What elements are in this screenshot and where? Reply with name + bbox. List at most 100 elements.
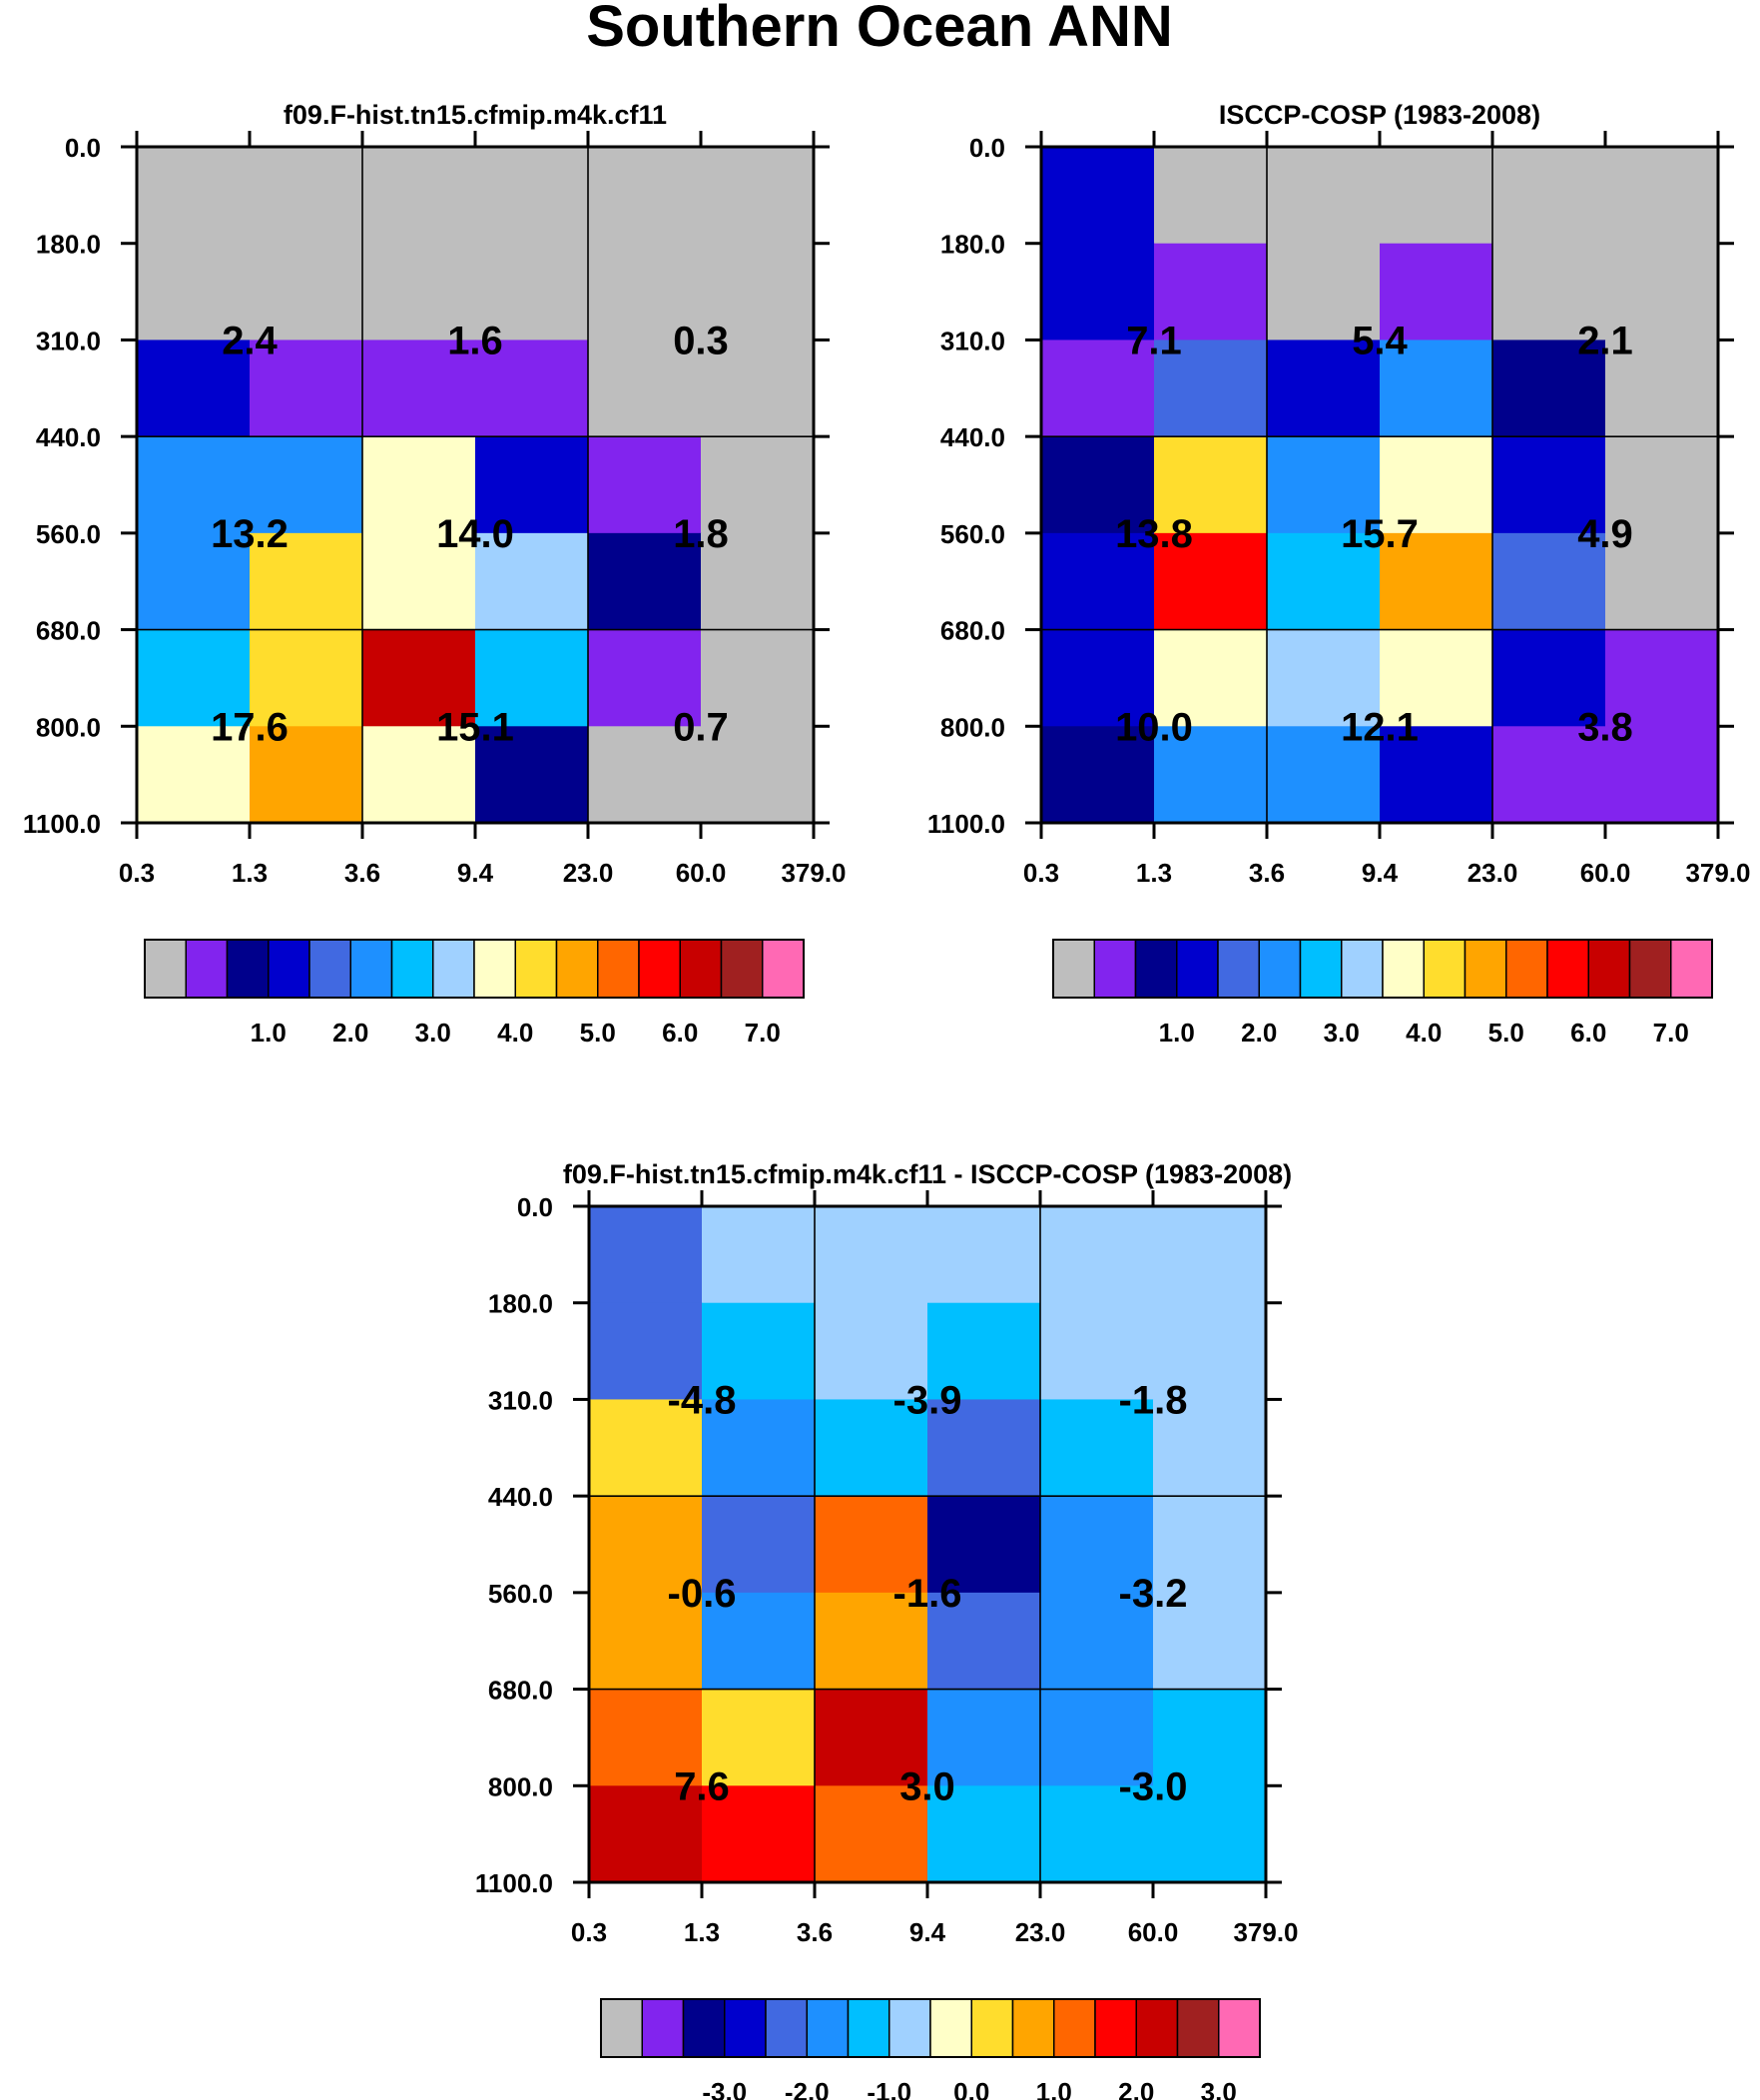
heatmap-cell (927, 1592, 1041, 1691)
heatmap-cell (250, 726, 363, 824)
heatmap-cell (1154, 243, 1268, 342)
heatmap-cell (588, 436, 702, 534)
heatmap-cell (588, 340, 702, 437)
panel-1: f09.F-hist.tn15.cfmip.m4k.cf11 0.0 180.0 31… (23, 100, 847, 1048)
heatmap-cell (1380, 147, 1493, 245)
heatmap-cell (1153, 1206, 1267, 1304)
heatmap-cell (702, 1689, 816, 1786)
heatmap-cell (588, 532, 702, 631)
heatmap-cell (362, 147, 476, 245)
heatmap-cell (589, 1302, 703, 1401)
heatmap-cell (475, 726, 589, 824)
group-total-label: 3.0 (899, 1764, 955, 1808)
y-tick-label: 180.0 (940, 230, 1005, 260)
heatmap-cell (815, 1689, 928, 1786)
colorbar-box (1135, 1998, 1179, 2058)
heatmap-cell (1605, 340, 1719, 437)
heatmap-cell (137, 629, 251, 727)
colorbar-box (1258, 939, 1302, 999)
group-total-label: -3.0 (1119, 1764, 1188, 1808)
group-total-label: -3.9 (893, 1378, 962, 1422)
heatmap-cell (927, 1399, 1041, 1497)
heatmap-cell (1605, 726, 1719, 824)
colorbar-box (1176, 1998, 1220, 2058)
colorbar-box (473, 939, 516, 999)
heatmap-cell (1605, 532, 1719, 631)
x-tick-label: 1.3 (232, 858, 268, 888)
heatmap-cell (250, 340, 363, 437)
x-tick-label: 0.3 (1023, 858, 1059, 888)
heatmap-cell (1040, 1206, 1154, 1304)
heatmap-cell (250, 243, 363, 342)
colorbar-box (929, 1998, 972, 2058)
x-tick-label: 60.0 (1128, 1917, 1179, 1947)
heatmap-cell (701, 436, 815, 534)
heatmap-cell (1605, 147, 1719, 245)
group-total-label: 1.8 (673, 512, 729, 556)
colorbar-box (1217, 939, 1260, 999)
y-tick-label: 440.0 (940, 422, 1005, 452)
y-tick-label: 180.0 (36, 230, 101, 260)
colorbar-box (432, 939, 475, 999)
panel-title: ISCCP-COSP (1983-2008) (1219, 100, 1540, 130)
heatmap-cell (702, 1785, 816, 1883)
colorbar-box (514, 939, 558, 999)
heatmap-cell (137, 436, 251, 534)
panel-title: f09.F-hist.tn15.cfmip.m4k.cf11 - ISCCP-C… (563, 1159, 1292, 1189)
heatmap-cell (1040, 1592, 1154, 1691)
heatmap-cell (1041, 629, 1155, 727)
heatmap-cell (702, 1592, 816, 1691)
group-total-label: 2.4 (222, 319, 278, 362)
y-tick-label: 180.0 (488, 1289, 553, 1319)
heatmap-cell (815, 1496, 928, 1594)
heatmap-cell (927, 1302, 1041, 1401)
heatmap-cell (362, 436, 476, 534)
heatmap-cell (1154, 532, 1268, 631)
heatmap-cell (815, 1206, 928, 1304)
colorbar-box (762, 939, 805, 999)
heatmap-cell (589, 1496, 703, 1594)
colorbar-box (720, 939, 764, 999)
colorbar-label: 3.0 (1201, 2077, 1237, 2100)
x-tick-label: 9.4 (1362, 858, 1399, 888)
group-total-label: 15.7 (1341, 512, 1419, 556)
heatmap-cell (137, 726, 251, 824)
colorbar-box (1176, 939, 1219, 999)
heatmap-cell (1492, 629, 1606, 727)
y-tick-label: 310.0 (488, 1385, 553, 1415)
heatmap-cell (1153, 1592, 1267, 1691)
x-tick-label: 1.3 (1136, 858, 1172, 888)
y-tick-label: 680.0 (488, 1676, 553, 1706)
colorbar-box (1218, 1998, 1261, 2058)
heatmap-cell (137, 147, 251, 245)
heatmap-cell (701, 243, 815, 342)
heatmap-cell (701, 532, 815, 631)
colorbar-label: 3.0 (415, 1018, 451, 1048)
colorbar-box (1423, 939, 1467, 999)
colorbar-label: 5.0 (580, 1018, 616, 1048)
colorbar-label: -3.0 (702, 2077, 747, 2100)
heatmap-cell (250, 532, 363, 631)
heatmap-cell (1267, 532, 1381, 631)
heatmap-cell (1605, 243, 1719, 342)
heatmap-cell (1041, 726, 1155, 824)
colorbar-label: 7.0 (1653, 1018, 1689, 1048)
heatmap-cell (1041, 340, 1155, 437)
x-tick-label: 0.3 (119, 858, 155, 888)
colorbar-label: 1.0 (1036, 2077, 1072, 2100)
heatmap-cell (137, 340, 251, 437)
x-tick-label: 379.0 (781, 858, 846, 888)
colorbar-label: 1.0 (251, 1018, 287, 1048)
heatmap-cell (589, 1689, 703, 1786)
colorbar-label: 5.0 (1488, 1018, 1524, 1048)
colorbar-box (1587, 939, 1631, 999)
colorbar-label: 2.0 (332, 1018, 368, 1048)
colorbar-frame (600, 1998, 1261, 2058)
heatmap-cell (1154, 629, 1268, 727)
y-tick-label: 1100.0 (23, 809, 101, 839)
colorbar-box (1094, 1998, 1137, 2058)
heatmap-cell (589, 1399, 703, 1497)
x-tick-label: 60.0 (676, 858, 727, 888)
panel-title: f09.F-hist.tn15.cfmip.m4k.cf11 (284, 100, 667, 130)
